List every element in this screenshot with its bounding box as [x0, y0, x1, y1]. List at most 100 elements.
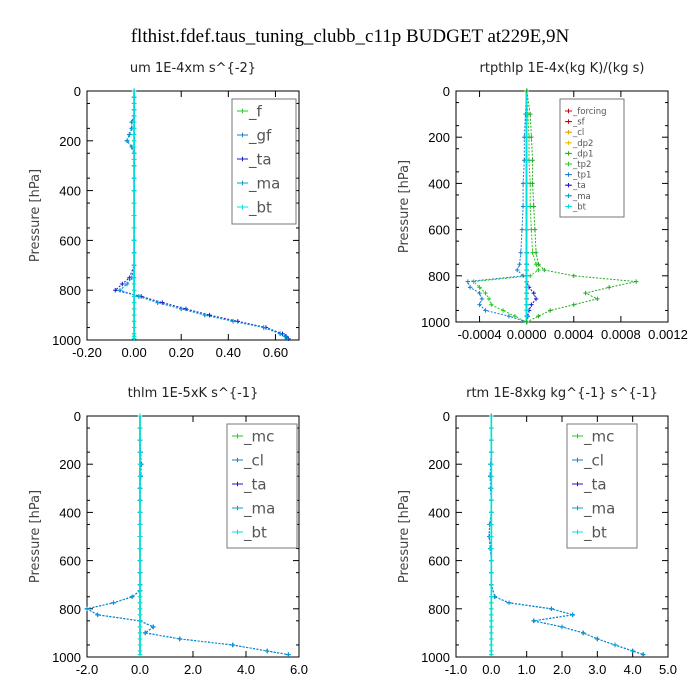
y-tick-label: 200 — [59, 134, 81, 149]
legend-label: _ma — [572, 192, 591, 202]
legend: _f _gf _ta _ma _bt — [231, 98, 297, 225]
y-tick-label: 200 — [428, 457, 450, 472]
legend-label: _ta — [248, 150, 272, 169]
legend-label: _bt — [248, 198, 272, 217]
y-axis-label: Pressure [hPa] — [397, 490, 412, 583]
legend: _mc _cl _ta _ma _bt — [566, 423, 638, 549]
y-tick-label: 1000 — [52, 333, 81, 348]
y-tick-label: 1000 — [52, 650, 81, 665]
x-tick-label: 0.0008 — [601, 327, 641, 342]
legend-label: _dp2 — [572, 139, 593, 149]
legend-box — [231, 98, 297, 225]
y-tick-label: 600 — [59, 233, 81, 248]
x-tick-label: 0.20 — [169, 345, 194, 360]
series-bt-9 — [524, 88, 529, 325]
y-tick-label: 800 — [59, 602, 81, 617]
legend-box — [226, 423, 298, 549]
plot-frame — [455, 90, 669, 323]
x-tick-label: 3.0 — [588, 662, 606, 677]
series-bt-4 — [131, 88, 137, 341]
panel-title: rtpthlp 1E-4x(kg K)/(kg s) — [480, 61, 645, 76]
x-tick-label: 5.0 — [659, 662, 677, 677]
y-tick-label: 600 — [428, 554, 450, 569]
legend-label: _sf — [572, 118, 586, 128]
legend-label: _ma — [583, 499, 615, 518]
legend-label: _tp1 — [572, 171, 591, 181]
legend: _forcing_sf_cl_dp2_dp1_tp2_tp1_ta_ma_bt — [559, 98, 625, 218]
x-tick-label: 1.0 — [518, 662, 536, 677]
figure-title: flthist.fdef.taus_tuning_clubb_c11p BUDG… — [131, 26, 570, 47]
x-tick-label: 0.0012 — [648, 327, 688, 342]
y-tick-label: 0 — [74, 84, 81, 99]
series-line — [467, 90, 528, 323]
chart-panel-1: um 1E-4xm s^{-2} Pressure [hPa] 0 200 400 600… — [28, 61, 300, 360]
x-tick-label: 0.0 — [482, 662, 500, 677]
y-tick-label: 0 — [74, 409, 81, 424]
legend-box — [559, 98, 625, 218]
panel-title: thlm 1E-5xK s^{-1} — [128, 386, 259, 401]
legend-label: _ta — [243, 475, 267, 494]
y-tick-label: 1000 — [421, 650, 450, 665]
legend-label: _gf — [248, 126, 272, 145]
series-bt-4 — [137, 413, 143, 657]
x-tick-label: 2.0 — [553, 662, 571, 677]
x-tick-label: 2.0 — [184, 662, 202, 677]
y-tick-label: 800 — [59, 283, 81, 298]
legend-label: _bt — [583, 523, 607, 542]
series-bt-4 — [489, 413, 494, 657]
x-tick-label: 4.0 — [624, 662, 642, 677]
legend-label: _ta — [583, 475, 607, 494]
legend-label: _ta — [572, 181, 586, 191]
x-tick-label: 0.40 — [216, 345, 241, 360]
legend-label: _cl — [583, 451, 604, 470]
legend-label: _mc — [583, 427, 614, 446]
x-tick-label: 6.0 — [290, 662, 308, 677]
y-tick-label: 400 — [428, 505, 450, 520]
legend-label: _mc — [243, 427, 274, 446]
legend-label: _tp2 — [572, 160, 591, 170]
y-axis-label: Pressure [hPa] — [28, 490, 43, 583]
y-tick-label: 200 — [428, 130, 450, 145]
x-tick-label: -2.0 — [76, 662, 98, 677]
chart-panel-4: rtm 1E-8xkg kg^{-1} s^{-1} Pressure [hPa]… — [397, 386, 677, 677]
y-tick-label: 0 — [443, 409, 450, 424]
legend-label: _bt — [243, 523, 267, 542]
y-tick-label: 1000 — [421, 315, 450, 330]
legend-label: _cl — [572, 128, 584, 138]
y-tick-label: 200 — [59, 457, 81, 472]
y-tick-label: 400 — [59, 184, 81, 199]
y-tick-label: 600 — [59, 554, 81, 569]
y-tick-label: 800 — [428, 602, 450, 617]
panel-title: um 1E-4xm s^{-2} — [130, 61, 256, 76]
x-tick-label: -0.0004 — [458, 327, 502, 342]
legend-box — [566, 423, 638, 549]
series-tp1-6 — [465, 88, 529, 325]
legend-label: _ma — [243, 499, 275, 518]
legend-label: _ma — [248, 174, 280, 193]
x-tick-label: -1.0 — [445, 662, 467, 677]
y-tick-label: 600 — [428, 223, 450, 238]
legend-label: _bt — [572, 202, 587, 212]
panel-title: rtm 1E-8xkg kg^{-1} s^{-1} — [466, 386, 658, 401]
legend-label: _f — [248, 102, 263, 121]
y-tick-label: 0 — [443, 84, 450, 99]
plot-frame — [86, 90, 300, 341]
chart-panel-3: thlm 1E-5xK s^{-1} Pressure [hPa] 0 200 400 6… — [28, 386, 308, 677]
chart-panel-2: rtpthlp 1E-4x(kg K)/(kg s) Pressure [hPa]… — [397, 61, 688, 342]
x-tick-label: 4.0 — [237, 662, 255, 677]
x-tick-label: 0.0004 — [554, 327, 594, 342]
legend-label: _dp1 — [572, 149, 593, 159]
x-tick-label: 0.60 — [263, 345, 288, 360]
x-tick-label: 0.00 — [121, 345, 146, 360]
legend-label: _cl — [243, 451, 264, 470]
legend: _mc _cl _ta _ma _bt — [226, 423, 298, 549]
legend-label: _forcing — [572, 107, 607, 117]
x-tick-label: 0.0000 — [507, 327, 547, 342]
y-axis-label: Pressure [hPa] — [28, 169, 43, 262]
y-tick-label: 800 — [428, 269, 450, 284]
y-tick-label: 400 — [59, 505, 81, 520]
series-dp1-10 — [524, 88, 639, 325]
y-tick-label: 400 — [428, 176, 450, 191]
x-tick-label: 0.0 — [131, 662, 149, 677]
